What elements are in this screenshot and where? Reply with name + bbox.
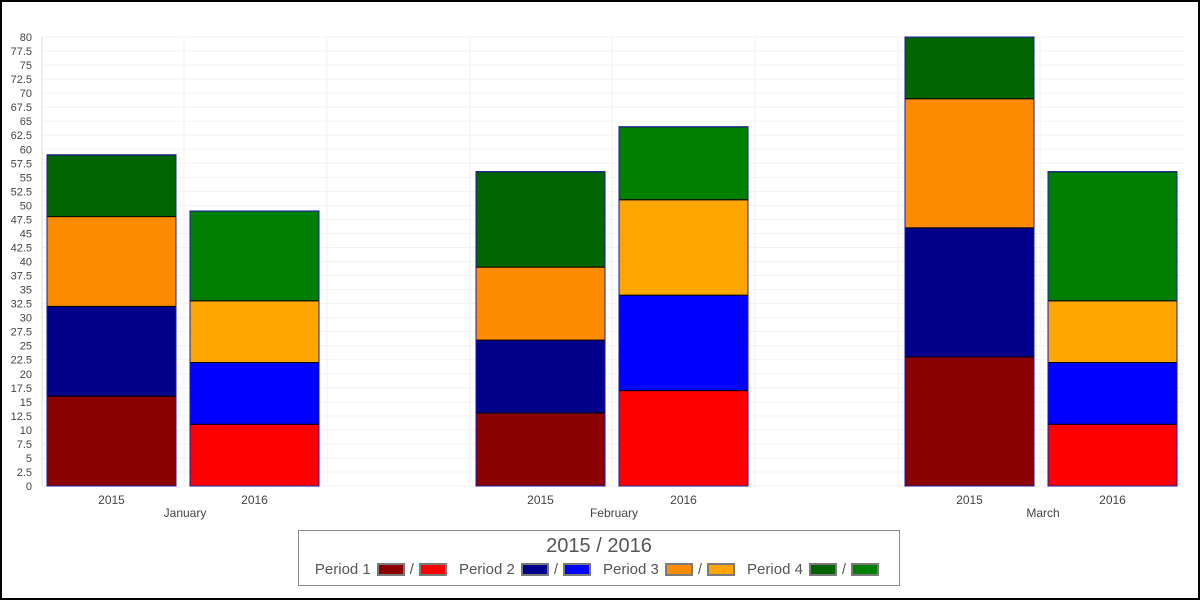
y-tick-label: 17.5 [11, 383, 32, 395]
y-tick-label: 25 [20, 341, 32, 353]
y-tick-label: 75 [20, 60, 32, 72]
legend-separator: / [409, 561, 414, 578]
y-tick-label: 2.5 [17, 467, 32, 479]
bar-segment [904, 356, 1035, 487]
y-tick-label: 65 [20, 116, 32, 128]
y-tick-label: 40 [20, 257, 32, 269]
bar-segment [46, 305, 177, 397]
legend-swatch-2015 [520, 563, 549, 576]
x-tick-label: 2015 [98, 493, 125, 507]
group-label: January [164, 506, 207, 520]
group-label: March [1026, 506, 1059, 520]
y-tick-label: 72.5 [11, 74, 32, 86]
y-tick-label: 30 [20, 313, 32, 325]
legend-item: Period 4 / [747, 561, 880, 578]
y-tick-label: 32.5 [11, 299, 32, 311]
y-tick-label: 50 [20, 200, 32, 212]
bar-outline [475, 171, 606, 487]
bar-segment [475, 412, 606, 487]
legend-swatch-2016 [418, 563, 447, 576]
bar-outline [1047, 171, 1178, 487]
bar-segment [618, 294, 749, 392]
bar-segment [189, 300, 320, 364]
bar-segment [618, 126, 749, 201]
y-tick-label: 42.5 [11, 242, 32, 254]
y-tick-label: 0 [26, 481, 32, 493]
bar-segment [1047, 300, 1178, 364]
y-tick-label: 45 [20, 228, 32, 240]
bar-segment [189, 423, 320, 487]
bar-segment [1047, 362, 1178, 425]
y-tick-label: 12.5 [11, 411, 32, 423]
y-tick-label: 80 [20, 32, 32, 44]
bar-segment [904, 36, 1035, 100]
y-tick-label: 35 [20, 285, 32, 297]
bar-segment [904, 227, 1035, 358]
y-axis: 02.557.51012.51517.52022.52527.53032.535… [11, 32, 43, 493]
legend-swatch-2015 [808, 563, 837, 576]
group-label: February [590, 506, 638, 520]
bar-segment [189, 210, 320, 302]
bar-segment [46, 395, 177, 487]
bar-segment [904, 98, 1035, 229]
y-tick-label: 60 [20, 144, 32, 156]
bar-segment [475, 339, 606, 414]
legend-swatch-2016 [563, 563, 591, 576]
y-tick-label: 52.5 [11, 186, 32, 198]
legend-item: Period 1 / [315, 561, 447, 578]
legend-label: Period 4 [747, 561, 803, 578]
y-tick-label: 20 [20, 369, 32, 381]
y-tick-label: 10 [20, 425, 32, 437]
y-tick-label: 15 [20, 397, 32, 409]
bar-segment [1047, 423, 1178, 487]
legend-label: Period 2 [458, 561, 515, 578]
bar-outline [46, 154, 177, 487]
legend-swatch-2015 [664, 563, 693, 576]
x-tick-label: 2015 [527, 493, 554, 507]
bar-layer [46, 36, 1178, 487]
legend-separator: / [697, 561, 703, 578]
y-tick-label: 67.5 [11, 102, 32, 114]
bar-outline [904, 36, 1035, 487]
legend: 2015 / 2016 Period 1/Period 2/Period 3/P… [298, 530, 900, 586]
legend-swatch-2016 [707, 563, 736, 576]
y-tick-label: 62.5 [11, 130, 32, 142]
x-tick-label: 2016 [241, 493, 268, 507]
legend-label: Period 3 [603, 561, 659, 578]
x-tick-label: 2016 [670, 493, 697, 507]
y-tick-label: 27.5 [11, 327, 32, 339]
legend-item: Period 3 / [603, 561, 736, 578]
legend-swatch-2015 [376, 563, 405, 576]
legend-title: 2015 / 2016 [546, 535, 652, 557]
x-tick-label: 2016 [1099, 493, 1126, 507]
bar-segment [46, 216, 177, 307]
x-axis-labels: 2015 2016 2015 2016 2015 2016 January February M… [98, 493, 1126, 520]
legend-separator: / [841, 561, 847, 578]
bar-outline [618, 126, 749, 487]
legend-label: Period 1 [314, 561, 371, 578]
legend-items: Period 1 / Period 2 / Period 3 / Period 4 / [299, 561, 899, 578]
bar-segment [618, 199, 749, 296]
y-tick-label: 55 [20, 172, 32, 184]
y-tick-label: 37.5 [11, 271, 32, 283]
y-tick-label: 22.5 [11, 355, 32, 367]
x-tick-label: 2015 [956, 493, 983, 507]
legend-swatch-2016 [851, 563, 880, 576]
y-tick-label: 47.5 [11, 214, 32, 226]
legend-separator: / [553, 561, 558, 578]
bar-outline [189, 210, 320, 487]
bar-segment [189, 362, 320, 425]
bar-segment [475, 266, 606, 341]
bar-segment [475, 171, 606, 268]
bar-segment [1047, 171, 1178, 302]
bar-segment [46, 154, 177, 218]
bar-segment [618, 390, 749, 487]
y-tick-label: 7.5 [17, 439, 32, 451]
y-tick-label: 70 [20, 88, 32, 100]
y-tick-label: 77.5 [11, 46, 32, 58]
legend-item: Period 2 / [459, 561, 591, 578]
y-tick-label: 57.5 [11, 158, 32, 170]
y-tick-label: 5 [26, 453, 32, 465]
